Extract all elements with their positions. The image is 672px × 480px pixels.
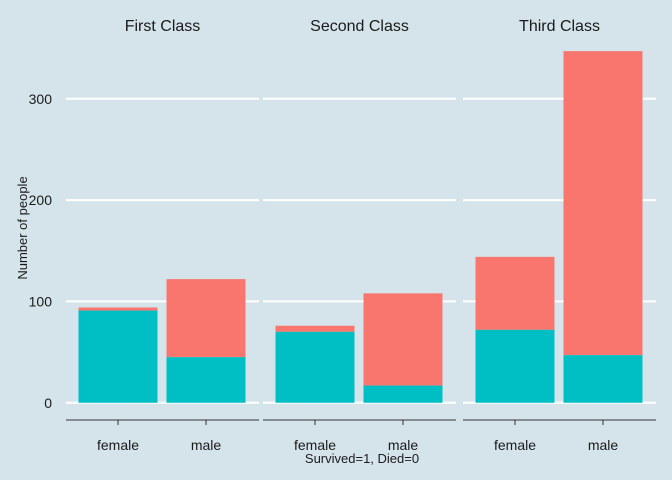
y-tick-label: 0 [44, 395, 52, 411]
x-tick-label: female [97, 437, 139, 453]
bar-survived [475, 329, 555, 403]
bar-died [166, 279, 246, 358]
x-tick-label: female [294, 437, 336, 453]
facet-title: Third Class [519, 18, 600, 35]
plot-area: First Class female male Second Class female m… [29, 18, 656, 453]
bar-died [363, 293, 443, 386]
x-tick-label: male [388, 437, 419, 453]
x-axis-title: Survived=1, Died=0 [305, 451, 419, 466]
bar-died [275, 325, 355, 332]
facet-title: First Class [125, 18, 201, 35]
y-axis-title: Number of people [15, 176, 30, 279]
x-tick-label: male [191, 437, 222, 453]
x-tick-label: female [494, 437, 536, 453]
bar-survived [363, 385, 443, 403]
y-tick-label: 300 [29, 91, 53, 107]
bar-survived [78, 310, 158, 403]
x-tick-label: male [588, 437, 619, 453]
bar-died [563, 51, 643, 356]
bar-survived [275, 331, 355, 403]
facet-title: Second Class [310, 18, 409, 35]
bar-survived [166, 357, 246, 403]
y-tick-label: 100 [29, 293, 53, 309]
bar-survived [563, 355, 643, 403]
bar-died [78, 307, 158, 311]
bar-died [475, 256, 555, 330]
y-tick-label: 200 [29, 192, 53, 208]
